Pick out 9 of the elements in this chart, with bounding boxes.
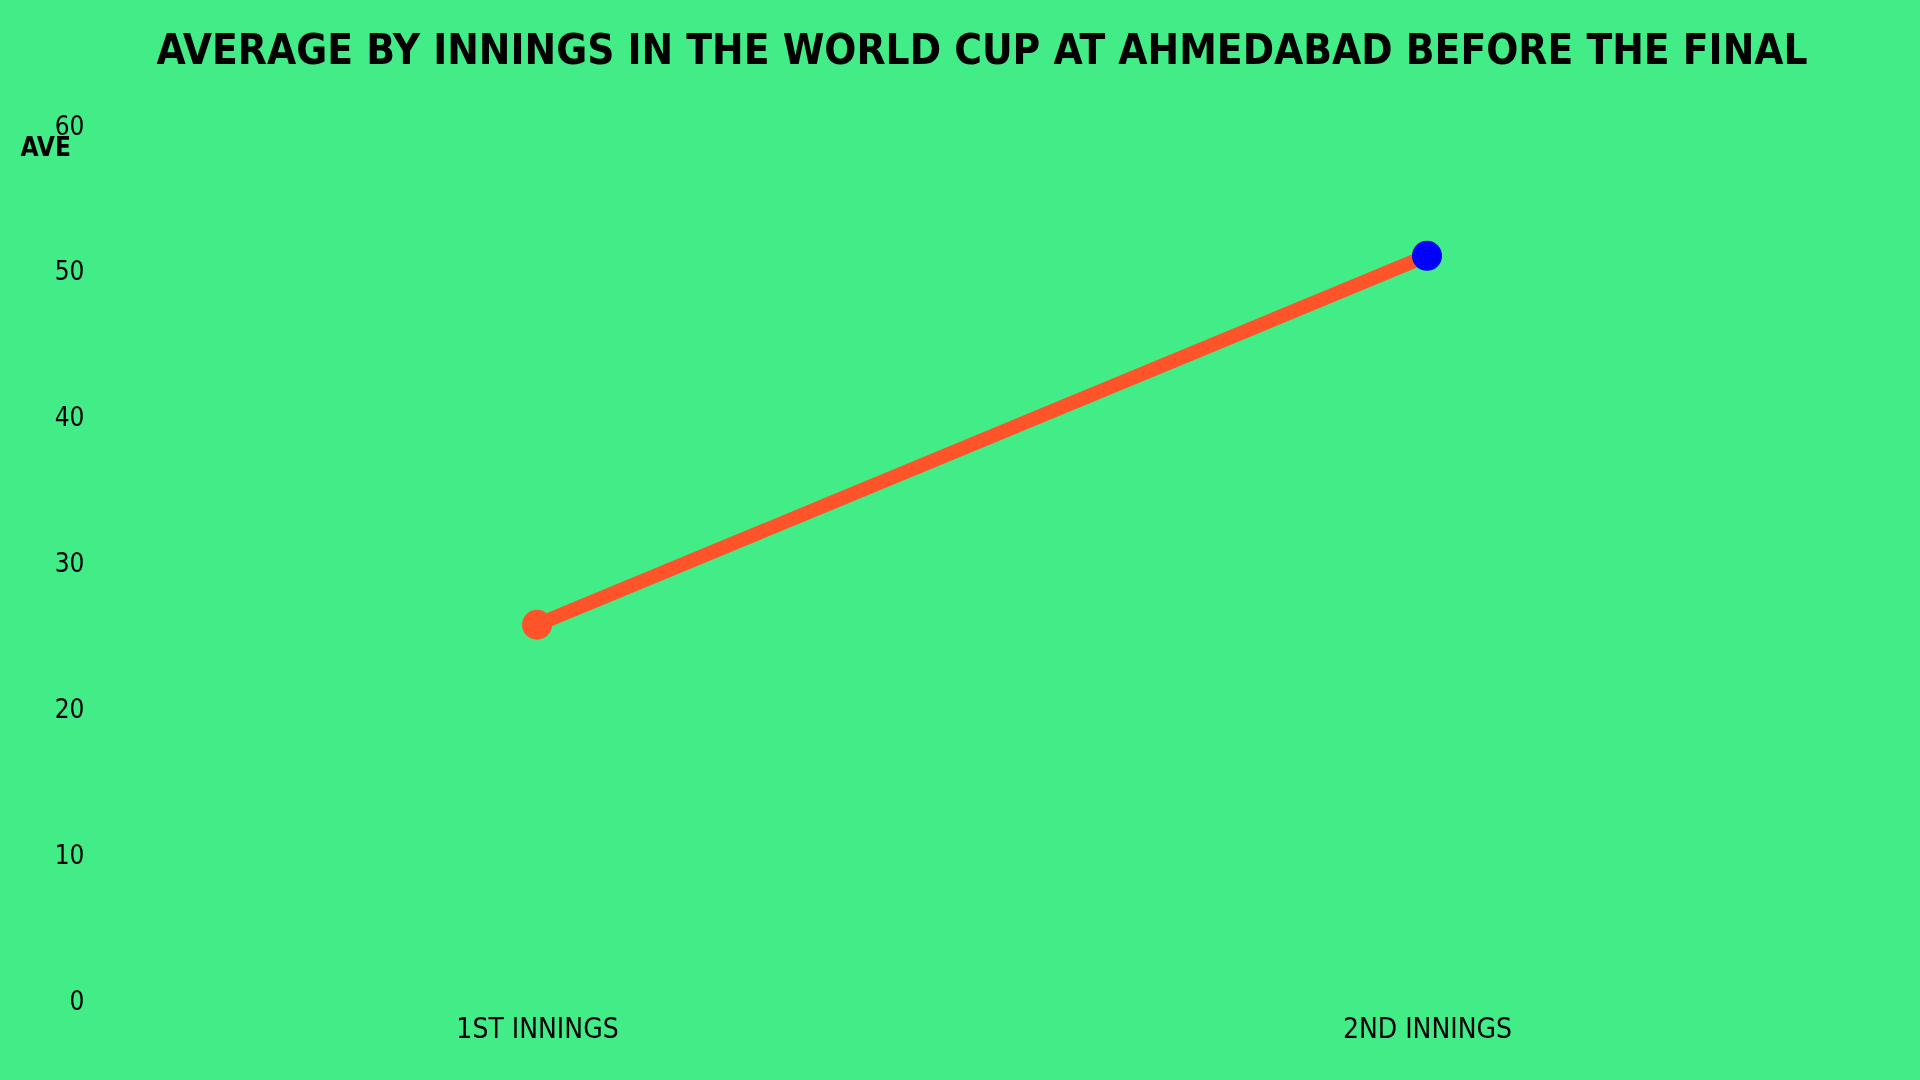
y-tick-label: 50 — [54, 256, 85, 287]
x-tick-label: 2ND INNINGS — [1342, 1011, 1513, 1045]
y-tick-label: 40 — [54, 402, 85, 433]
chart-title: AVERAGE BY INNINGS IN THE WORLD CUP AT AHMEDABAD BEFORE THE FINAL — [156, 25, 1808, 74]
x-tick-label: 1ST INNINGS — [456, 1011, 619, 1045]
y-tick-label: 30 — [54, 548, 85, 578]
y-tick-label: 0 — [69, 985, 85, 1016]
y-tick-label: 20 — [54, 693, 85, 724]
y-tick-label: 10 — [54, 839, 85, 870]
